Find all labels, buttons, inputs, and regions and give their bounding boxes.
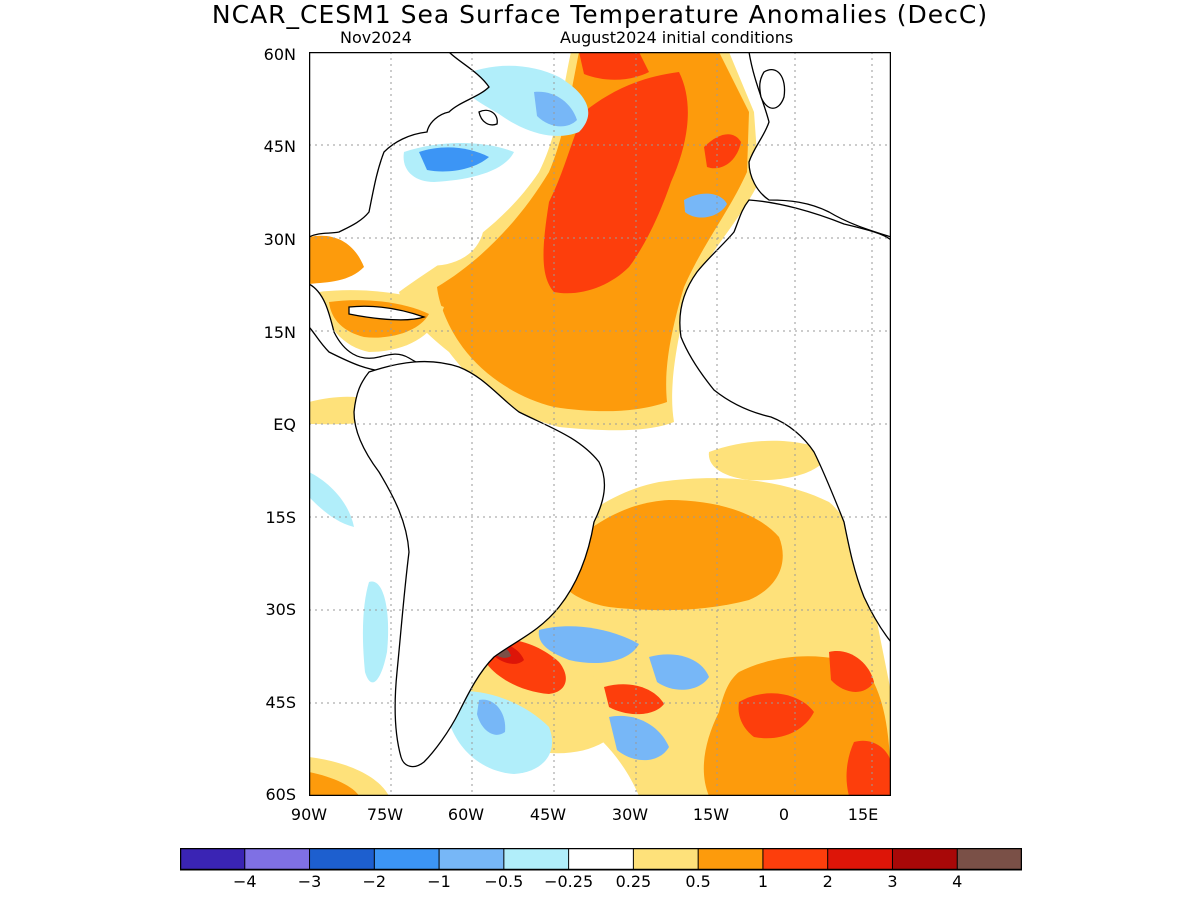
anomaly-region [362,581,389,683]
map-frame [309,52,891,796]
colorbar [180,848,1022,871]
anomaly-region [708,440,829,481]
colorbar-cell [891,848,959,871]
lon-label-15w: 15W [692,805,730,824]
africa [679,199,891,644]
lat-label-45s: 45S [265,693,296,712]
forecast-month: Nov2024 [340,28,412,47]
lat-label-60s: 60S [265,785,296,804]
cuba [348,305,427,321]
lat-label-45n: 45N [263,137,296,156]
land-masses [309,52,891,768]
lon-label-45w: 45W [529,805,567,824]
colorbar-cell [568,848,635,871]
lat-label-eq: EQ [273,415,296,434]
colorbar-cell [956,848,1022,871]
anomaly-region [309,472,354,527]
anomaly-region [704,134,741,169]
colorbar-label: 4 [952,872,963,891]
colorbar-cell [180,848,246,871]
lat-label-60n: 60N [263,45,296,64]
anomaly-region [309,235,364,284]
anomaly-region [419,147,489,172]
colorbar-label: −4 [232,872,257,891]
south-america [353,360,606,768]
colorbar-label: −0.25 [544,872,594,891]
anomaly-region [829,651,874,692]
lat-label-30n: 30N [263,230,296,249]
colorbar-cell [373,848,441,871]
anomaly-region [579,52,649,80]
colorbar-cell [762,848,829,871]
anomaly-region [684,193,727,218]
colorbar-label: 3 [887,872,898,891]
lon-label-60w: 60W [447,805,485,824]
newfoundland [478,109,498,126]
colorbar-cell [438,848,505,871]
colorbar-cell [309,848,376,871]
colorbar-label: 0.25 [615,872,652,891]
anomaly-region [477,699,506,735]
colorbar-cell [632,848,700,871]
lon-label-90w: 90W [290,805,328,824]
colorbar-cell [503,848,570,871]
lon-label-0: 0 [778,805,790,824]
colorbar-label: −1 [427,872,451,891]
initial-conditions: August2024 initial conditions [560,28,794,47]
north-america [309,52,490,238]
colorbar-label: −0.5 [484,872,524,891]
lat-label-30s: 30S [265,600,296,619]
great-britain [759,69,786,109]
colorbar-cell [697,848,764,871]
lat-label-15s: 15S [265,508,296,527]
anomaly-region [649,654,709,690]
anomaly-region [538,626,639,664]
sst-anomaly-map [309,52,891,796]
anomaly-region [387,207,484,266]
anomaly-region [534,91,577,127]
anomaly-region [309,772,359,796]
lon-label-15e: 15E [847,805,879,824]
anomaly-region [554,500,783,611]
colorbar-label: 0.5 [685,872,711,891]
colorbar-label: 2 [822,872,833,891]
colorbar-label: −3 [297,872,322,891]
anomaly-region [738,693,814,739]
chart-title: NCAR_CESM1 Sea Surface Temperature Anoma… [211,0,989,29]
colorbar-cell [827,848,894,871]
grid-lines [309,52,891,796]
lat-label-15n: 15N [263,323,296,342]
colorbar-label: −2 [362,872,387,891]
anomaly-region [846,740,891,796]
sst-anomaly-fields [309,52,891,796]
colorbar-cell [244,848,311,871]
anomaly-region [609,715,669,761]
colorbar-label: 1 [757,872,769,891]
anomaly-region [604,684,664,715]
lon-label-30w: 30W [611,805,649,824]
lon-label-75w: 75W [366,805,404,824]
